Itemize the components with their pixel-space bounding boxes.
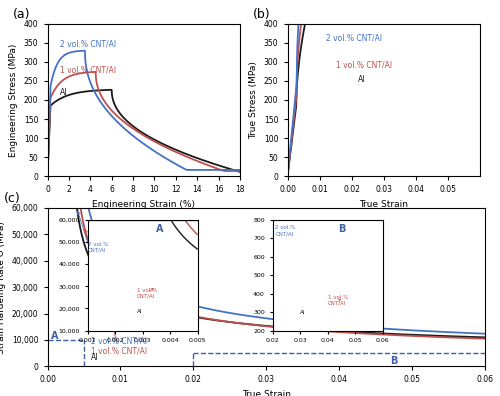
Text: 2 vol.% CNT/Al: 2 vol.% CNT/Al [60, 40, 116, 49]
Text: A: A [51, 331, 59, 341]
Text: Al: Al [300, 310, 305, 315]
Text: B: B [390, 356, 398, 366]
Text: 2 vol.%
CNT/Al: 2 vol.% CNT/Al [88, 242, 108, 253]
Text: 1 vol.% CNT/Al: 1 vol.% CNT/Al [84, 229, 148, 355]
Text: 2 vol.% CNT/Al: 2 vol.% CNT/Al [78, 211, 148, 346]
Text: 1 vol.% CNT/Al: 1 vol.% CNT/Al [336, 61, 392, 70]
Text: 1 vol.%
CNT/Al: 1 vol.% CNT/Al [328, 295, 348, 306]
Text: (b): (b) [253, 8, 270, 21]
Text: 2 vol.%
CNT/Al: 2 vol.% CNT/Al [275, 225, 295, 236]
Text: Al: Al [60, 88, 68, 97]
Text: B: B [338, 224, 346, 234]
X-axis label: True Strain: True Strain [242, 390, 291, 396]
Text: Al: Al [358, 75, 366, 84]
Text: (a): (a) [13, 8, 30, 21]
Text: Al: Al [137, 309, 142, 314]
X-axis label: Engineering Strain (%): Engineering Strain (%) [92, 200, 195, 209]
X-axis label: True Strain: True Strain [359, 200, 408, 209]
Text: (c): (c) [4, 192, 20, 205]
Y-axis label: Strain Hardeing Rate Θ (MPa): Strain Hardeing Rate Θ (MPa) [0, 221, 6, 354]
Y-axis label: Engineering Stress (MPa): Engineering Stress (MPa) [10, 43, 18, 157]
Y-axis label: True Stress (MPa): True Stress (MPa) [250, 61, 258, 139]
Text: 1 vol.% CNT/Al: 1 vol.% CNT/Al [60, 66, 116, 74]
Text: 1 vol.%
CNT/Al: 1 vol.% CNT/Al [137, 287, 157, 299]
Text: 2 vol.% CNT/Al: 2 vol.% CNT/Al [326, 34, 382, 43]
Text: Al: Al [91, 353, 99, 362]
Text: A: A [156, 224, 163, 234]
